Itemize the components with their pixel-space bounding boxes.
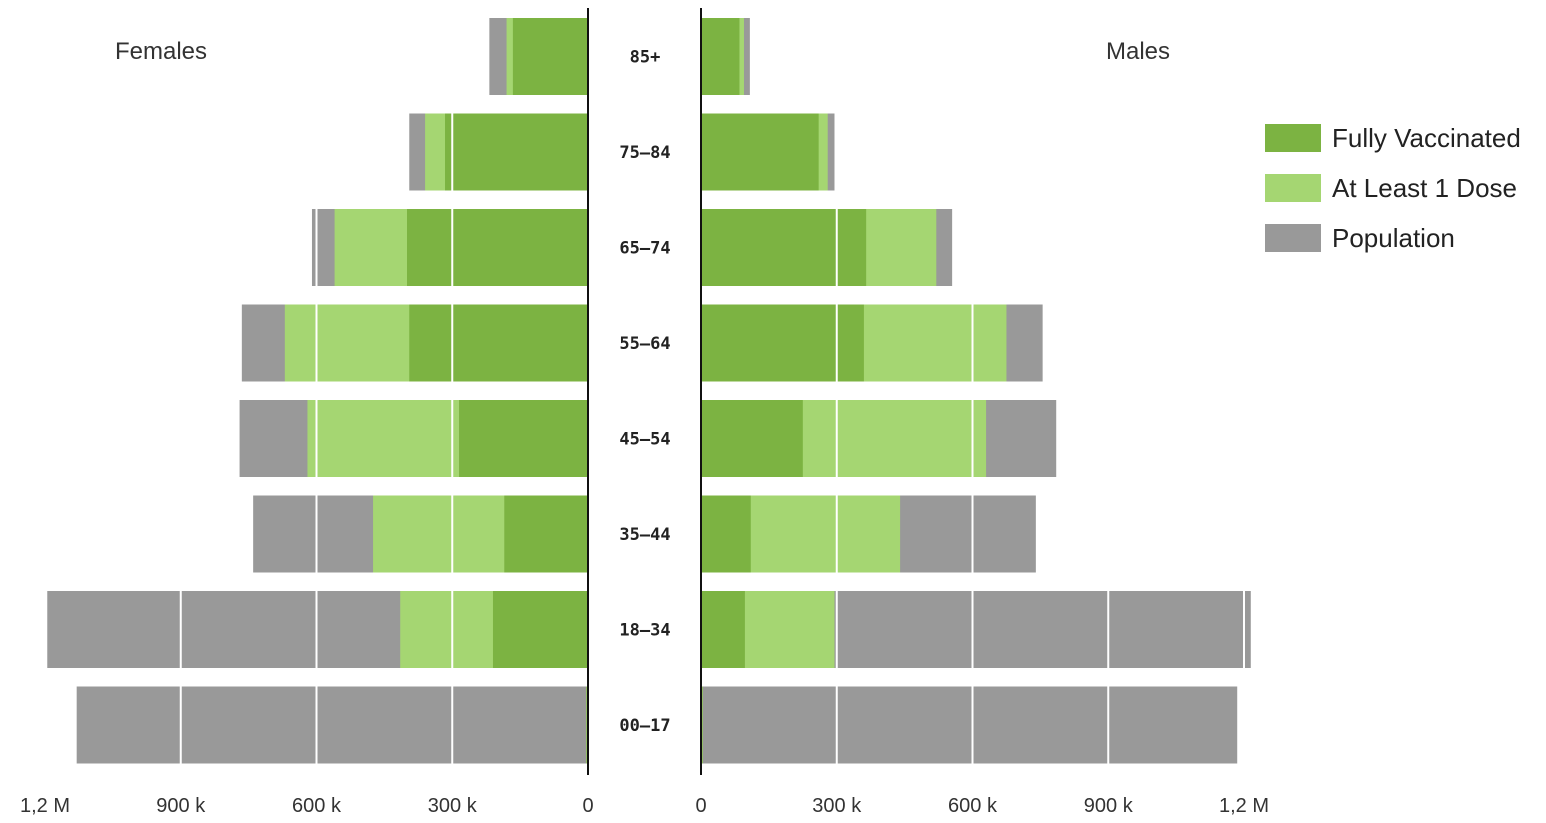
- bar-male-fully-vaccinated-0: [701, 18, 740, 95]
- age-label: 45–54: [619, 430, 670, 450]
- bar-female-population-7: [76, 686, 589, 764]
- legend-swatch-population: [1265, 224, 1321, 252]
- bar-male-fully-vaccinated-3: [701, 304, 864, 382]
- bar-male-fully-vaccinated-5: [701, 495, 751, 573]
- bar-female-fully-vaccinated-6: [492, 591, 588, 668]
- bar-female-fully-vaccinated-1: [445, 113, 588, 191]
- legend: Fully Vaccinated At Least 1 Dose Populatio…: [1265, 123, 1521, 253]
- x-tick-label-male: 1,2 M: [1219, 795, 1269, 817]
- x-tick-label-male: 300 k: [812, 795, 862, 817]
- bar-female-fully-vaccinated-5: [504, 495, 588, 573]
- x-tick-label-female: 0: [582, 795, 593, 817]
- x-tick-label-male: 0: [695, 795, 706, 817]
- x-tick-label-male: 600 k: [948, 795, 998, 817]
- age-label: 85+: [630, 48, 661, 68]
- legend-label-at-least-1-dose: At Least 1 Dose: [1332, 173, 1517, 203]
- bar-male-population-7: [701, 686, 1238, 764]
- bar-male-fully-vaccinated-2: [701, 209, 867, 286]
- bar-male-fully-vaccinated-4: [701, 400, 803, 477]
- bar-male-fully-vaccinated-6: [701, 591, 745, 668]
- males-title: Males: [1106, 38, 1170, 65]
- bar-female-fully-vaccinated-0: [512, 18, 588, 95]
- bar-male-fully-vaccinated-1: [701, 113, 819, 191]
- x-tick-label-male: 900 k: [1084, 795, 1134, 817]
- age-label: 35–44: [619, 525, 670, 545]
- legend-swatch-at-least-1-dose: [1265, 174, 1321, 202]
- bars-layer: [47, 18, 1251, 764]
- legend-swatch-fully-vaccinated: [1265, 124, 1321, 152]
- age-label: 55–64: [619, 334, 670, 354]
- age-label: 00–17: [619, 716, 670, 736]
- x-tick-label-female: 300 k: [428, 795, 478, 817]
- age-label: 65–74: [619, 239, 670, 259]
- legend-label-fully-vaccinated: Fully Vaccinated: [1332, 123, 1521, 153]
- legend-label-population: Population: [1332, 223, 1455, 253]
- bar-female-fully-vaccinated-4: [459, 400, 588, 477]
- bar-female-fully-vaccinated-2: [407, 209, 588, 286]
- bar-female-fully-vaccinated-3: [409, 304, 588, 382]
- age-label: 18–34: [619, 621, 670, 641]
- gridlines: [44, 8, 1245, 775]
- x-tick-label-female: 900 k: [156, 795, 206, 817]
- x-tick-label-female: 1,2 M: [20, 795, 70, 817]
- age-label: 75–84: [619, 143, 670, 163]
- axes: [587, 8, 702, 775]
- x-tick-label-female: 600 k: [292, 795, 342, 817]
- females-title: Females: [115, 38, 207, 65]
- labels: Females Males 85+ 75–84 65–74 55–64 45–54 35–…: [20, 38, 1269, 817]
